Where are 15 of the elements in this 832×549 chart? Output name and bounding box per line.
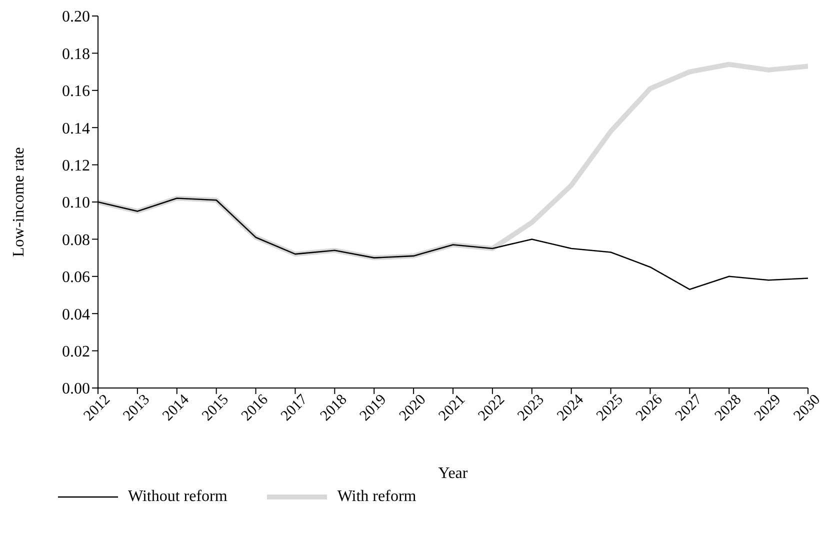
legend-label: With reform [337,488,416,506]
y-tick-label: 0.06 [62,269,90,286]
y-tick-label: 0.12 [62,157,90,174]
y-tick-label: 0.02 [62,343,90,360]
y-tick-label: 0.16 [62,83,90,100]
y-tick-label: 0.20 [62,8,90,26]
legend-label: Without reform [128,488,228,506]
y-tick-label: 0.08 [62,232,90,249]
y-tick-label: 0.00 [62,380,90,398]
y-tick-label: 0.10 [62,194,90,212]
x-axis-title: Year [438,465,468,482]
y-axis-title: Low-income rate [10,147,28,257]
y-tick-label: 0.18 [62,46,90,63]
y-tick-label: 0.14 [62,120,90,138]
y-tick-label: 0.04 [62,306,90,324]
